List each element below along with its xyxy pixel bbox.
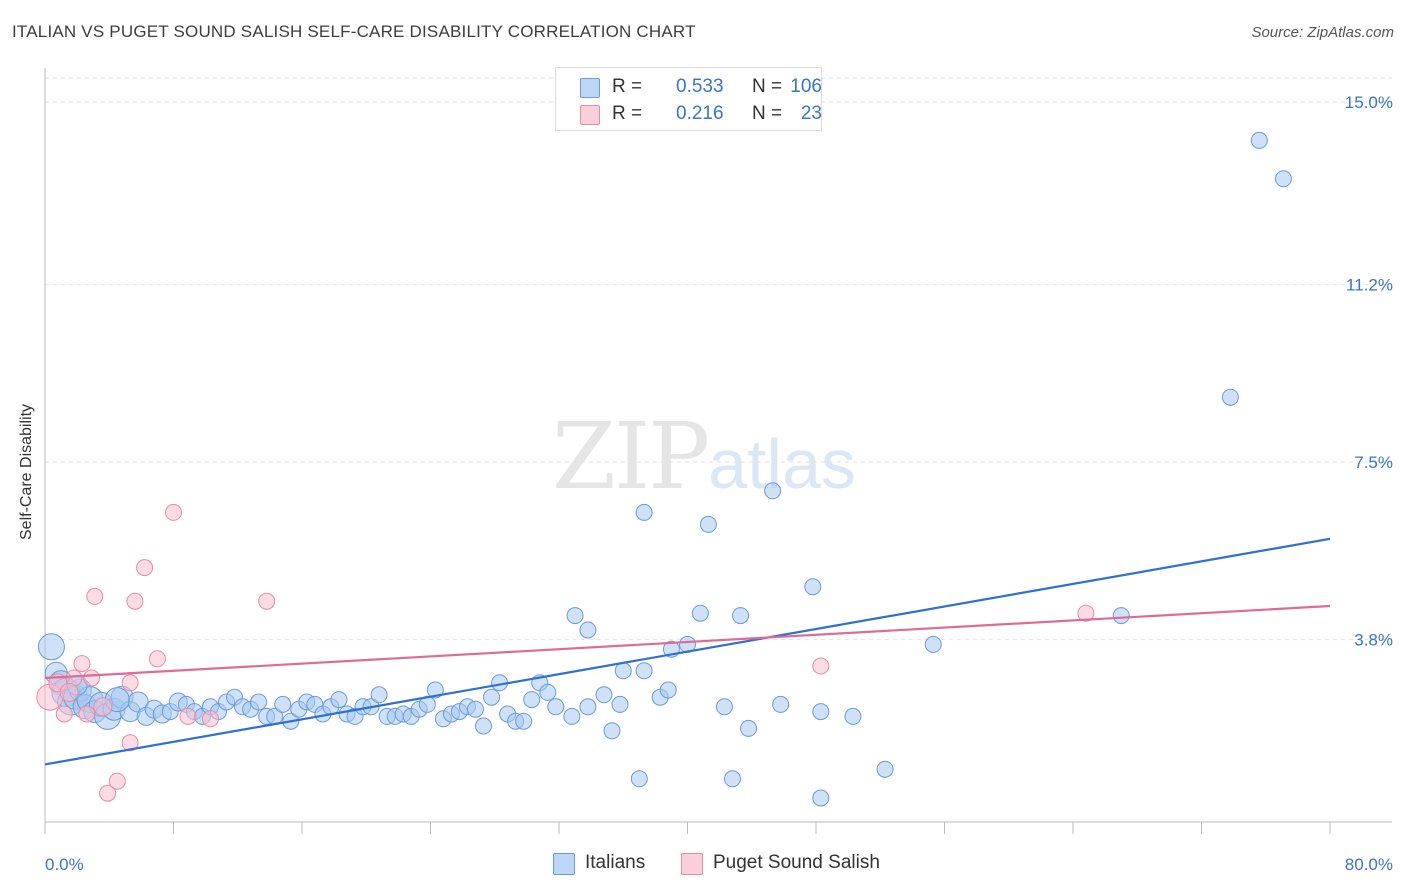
data-point-puget-sound-salish: [179, 707, 197, 725]
data-point-puget-sound-salish: [83, 669, 101, 687]
legend: R = 0.533 N = 106 R = 0.216 N = 23: [555, 67, 822, 131]
data-point-italians: [250, 693, 268, 711]
data-point-puget-sound-salish: [99, 784, 117, 802]
data-point-italians: [804, 578, 822, 596]
data-point-italians: [764, 482, 782, 500]
data-point-italians: [566, 607, 584, 625]
data-point-italians: [723, 770, 741, 788]
data-point-italians: [547, 698, 565, 716]
data-point-puget-sound-salish: [165, 503, 182, 521]
data-point-italians: [844, 707, 862, 725]
data-point-italians: [466, 700, 484, 718]
data-point-puget-sound-salish: [136, 559, 154, 577]
trend-line-puget-sound-salish: [44, 604, 1331, 680]
data-point-puget-sound-salish: [812, 657, 830, 675]
x-tick-label: 0.0%: [45, 855, 84, 874]
source-label: Source: ZipAtlas.com: [1251, 24, 1394, 41]
data-point-puget-sound-salish: [86, 587, 104, 605]
data-point-italians: [370, 686, 388, 704]
chart-title: ITALIAN VS PUGET SOUND SALISH SELF-CARE …: [12, 22, 696, 41]
y-tick-label: 11.2%: [1346, 275, 1393, 294]
data-point-puget-sound-salish: [121, 734, 139, 752]
data-point-italians: [1221, 388, 1239, 406]
data-point-italians: [876, 760, 894, 778]
data-point-italians: [659, 681, 677, 699]
legend-swatch-blue: [580, 78, 600, 98]
bottom-legend-label: Puget Sound Salish: [713, 852, 880, 873]
data-point-italians: [475, 717, 493, 735]
y-tick-label: 7.5%: [1354, 453, 1393, 472]
data-point-puget-sound-salish: [126, 592, 144, 610]
bottom-legend-swatch-pink: [681, 853, 703, 875]
legend-swatch-pink: [580, 105, 600, 125]
data-point-italians: [523, 691, 541, 709]
data-point-italians: [635, 662, 653, 680]
watermark: ZIPatlas: [552, 403, 856, 510]
y-tick-label: 15.0%: [1345, 93, 1393, 112]
data-point-puget-sound-salish: [59, 682, 79, 702]
legend-r-label: R =: [612, 103, 643, 124]
data-point-italians: [1112, 607, 1130, 625]
data-point-italians: [483, 688, 501, 706]
data-point-italians: [603, 722, 621, 740]
bottom-legend-swatch-blue: [553, 853, 575, 875]
data-point-puget-sound-salish: [258, 592, 276, 610]
data-point-italians: [812, 789, 830, 807]
data-point-italians: [563, 707, 581, 725]
data-point-italians: [740, 719, 758, 737]
data-point-italians: [330, 691, 348, 709]
data-point-italians: [611, 695, 629, 713]
data-point-puget-sound-salish: [108, 772, 126, 790]
data-point-italians: [732, 607, 750, 625]
data-point-italians: [274, 695, 292, 713]
data-point-italians: [772, 695, 790, 713]
legend-n-value: 106: [790, 76, 822, 97]
data-point-italians: [426, 681, 444, 699]
data-point-puget-sound-salish: [148, 650, 166, 668]
trend-line-italians: [44, 537, 1331, 766]
legend-r-value: 0.216: [676, 103, 724, 124]
y-axis-title: Self-Care Disability: [18, 403, 35, 540]
data-point-italians: [515, 712, 533, 730]
legend-n-value: 23: [800, 103, 822, 124]
legend-n-label: N =: [752, 103, 783, 124]
data-point-italians: [1274, 170, 1292, 188]
legend-r-label: R =: [612, 76, 643, 97]
data-point-puget-sound-salish: [55, 705, 73, 723]
data-point-italians: [635, 503, 653, 521]
data-point-italians: [924, 635, 942, 653]
data-point-italians: [579, 621, 597, 639]
watermark-atlas: atlas: [708, 425, 857, 503]
data-point-italians: [1250, 131, 1268, 149]
data-point-italians: [812, 703, 830, 721]
y-tick-label: 3.8%: [1354, 631, 1393, 650]
data-point-italians: [614, 662, 632, 680]
data-point-italians: [691, 604, 709, 622]
data-point-italians: [715, 698, 733, 716]
data-point-puget-sound-salish: [78, 705, 96, 723]
legend-n-label: N =: [752, 76, 783, 97]
data-point-italians: [539, 683, 557, 701]
data-point-italians: [630, 770, 648, 788]
data-point-puget-sound-salish: [73, 655, 91, 673]
data-point-puget-sound-salish: [93, 697, 113, 717]
legend-r-value: 0.533: [676, 76, 724, 97]
data-point-italians: [579, 698, 597, 716]
data-point-italians: [699, 515, 717, 533]
data-point-italians: [37, 633, 65, 661]
data-point-puget-sound-salish: [1077, 604, 1095, 622]
data-point-puget-sound-salish: [121, 674, 139, 692]
x-tick-label: 80.0%: [1345, 855, 1393, 874]
bottom-legend-label: Italians: [585, 852, 646, 873]
data-point-italians: [595, 686, 613, 704]
watermark-zip: ZIP: [552, 403, 710, 510]
data-point-puget-sound-salish: [201, 710, 219, 728]
